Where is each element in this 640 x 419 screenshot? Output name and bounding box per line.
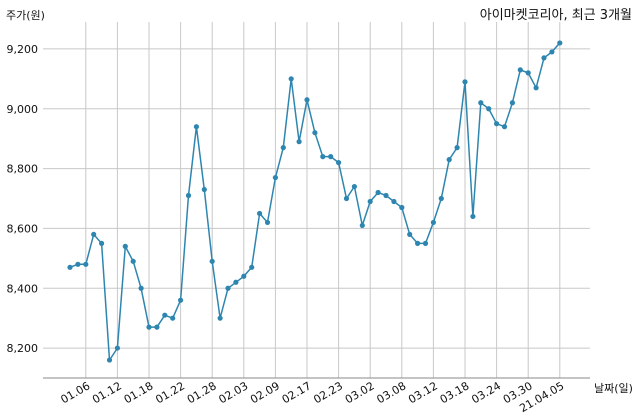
data-point (185, 192, 192, 199)
x-tick-label: 03.24 (469, 379, 503, 406)
data-point (509, 100, 515, 106)
data-point (114, 345, 120, 351)
data-point (280, 145, 286, 151)
data-point (257, 210, 263, 217)
data-point (320, 154, 326, 160)
x-tick-label: 01.12 (90, 379, 124, 406)
data-point (422, 240, 429, 246)
data-point (99, 240, 105, 246)
data-point (233, 279, 239, 285)
y-tick-label: 8,400 (7, 282, 39, 295)
gridlines (43, 22, 590, 378)
data-point (391, 198, 397, 205)
data-point (533, 85, 539, 91)
data-point (162, 312, 168, 318)
data-point (249, 264, 255, 270)
x-tick-label: 02.17 (280, 379, 314, 406)
data-point (446, 157, 452, 163)
data-point (375, 189, 381, 196)
data-point (312, 130, 318, 136)
data-point (399, 204, 405, 211)
data-point (328, 154, 334, 160)
x-tick-label: 03.02 (343, 379, 377, 406)
data-point (438, 195, 444, 202)
data-point (557, 40, 563, 46)
data-point (154, 324, 160, 330)
data-point (122, 243, 128, 249)
chart-title: 아이마켓코리아, 최근 3개월 (480, 8, 632, 23)
data-point (517, 67, 523, 73)
y-tick-label: 8,200 (7, 342, 39, 355)
data-point (138, 285, 144, 291)
data-point (209, 258, 215, 264)
data-point (264, 219, 271, 226)
x-tick-label: 01.18 (122, 379, 156, 406)
data-point (241, 273, 247, 279)
y-axis-title: 주가(원) (6, 9, 45, 22)
data-point (225, 285, 231, 291)
y-tick-label: 9,200 (7, 43, 39, 56)
data-point (541, 55, 547, 61)
series-line (69, 42, 561, 363)
data-point (383, 192, 389, 199)
data-point (454, 145, 460, 151)
x-tick-label: 02.23 (311, 379, 345, 406)
data-point (75, 261, 81, 267)
x-tick-label: 01.06 (59, 379, 93, 406)
x-tick-label: 02.09 (248, 379, 282, 406)
data-point (462, 79, 468, 85)
data-point (343, 195, 350, 202)
axis-labels: 8,200 8,400 8,600 8,800 9,000 9,200 01.0601.12… (7, 43, 567, 415)
data-point (415, 240, 421, 246)
data-point (470, 213, 476, 220)
data-point (272, 174, 278, 181)
data-point (494, 121, 500, 127)
data-point (549, 49, 555, 55)
data-point (367, 198, 373, 205)
x-axis-title: 날짜(일) (594, 381, 633, 395)
data-point (193, 124, 199, 130)
data-point (67, 264, 73, 270)
data-point (501, 124, 508, 130)
x-tick-label: 03.08 (375, 379, 409, 406)
data-point (359, 222, 365, 229)
data-point (336, 160, 342, 166)
x-tick-label: 01.28 (185, 379, 219, 406)
x-tick-label: 03.18 (438, 379, 472, 406)
data-point (106, 357, 113, 363)
data-point (525, 70, 531, 76)
data-point (83, 261, 89, 267)
data-point (430, 219, 436, 226)
data-point (178, 297, 184, 303)
data-point (201, 186, 207, 193)
x-tick-label: 01.22 (153, 379, 187, 406)
data-point (351, 183, 357, 190)
price-series (67, 40, 563, 363)
data-point (217, 315, 223, 321)
y-tick-label: 8,800 (7, 163, 39, 176)
data-point (146, 324, 152, 330)
y-tick-label: 9,000 (7, 103, 39, 116)
x-tick-label: 03.12 (406, 379, 440, 406)
y-tick-label: 8,600 (7, 222, 39, 235)
data-point (288, 76, 294, 82)
x-tick-label: 02.03 (217, 379, 251, 406)
data-point (130, 258, 136, 264)
data-point (304, 97, 310, 103)
data-point (486, 106, 492, 112)
data-point (296, 139, 302, 145)
data-point (170, 315, 176, 321)
data-point (407, 231, 413, 238)
data-point (478, 100, 484, 106)
data-point (91, 231, 97, 238)
